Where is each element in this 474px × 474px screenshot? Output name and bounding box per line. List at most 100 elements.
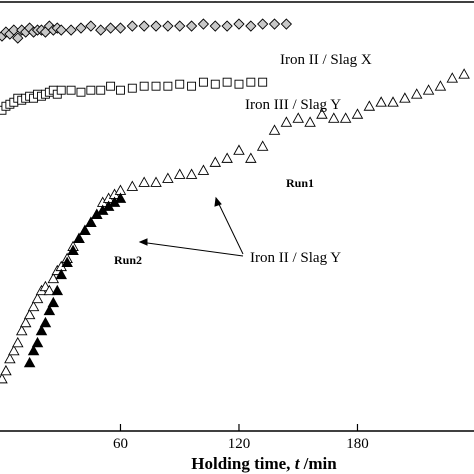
data-point-triangle [268,124,281,135]
data-point-square [139,81,149,91]
data-point-square [234,79,244,89]
data-point-diamond [245,20,257,32]
data-point-square [187,81,197,91]
data-point-square [76,87,86,97]
data-point-triangle [23,308,36,320]
data-point-triangle [292,112,304,123]
data-marks [0,18,470,384]
data-point-diamond [257,18,269,30]
plot-frame [0,1,474,432]
data-point-triangle-filled [79,224,91,235]
x-axis-label-suffix: /min [299,454,337,473]
data-point-triangle [8,344,20,356]
data-point-triangle-filled [73,232,85,244]
data-point-diamond [162,20,174,32]
data-point-square [246,77,256,87]
data-point-diamond [104,22,117,34]
x-axis-ticks: 60 120 180 [113,424,369,452]
data-point-triangle-filled [67,244,79,256]
x-tick-label: 180 [346,436,369,452]
data-point-triangle-filled [61,256,73,268]
data-point-triangle-filled [55,268,67,280]
label-run2: Run2 [114,253,142,267]
label-iron-ii-slag-x: Iron II / Slag X [280,52,372,68]
data-point-triangle [339,112,352,123]
arrow-to-run1 [215,197,244,255]
data-point-diamond [95,24,107,36]
data-point-triangle [316,108,328,119]
data-point-diamond [75,22,87,34]
data-point-diamond [197,18,210,30]
data-point-triangle-filled [31,336,44,348]
data-point-triangle [197,164,210,175]
data-point-triangle [173,168,186,179]
data-point-diamond [8,24,20,36]
data-point-square [222,77,232,87]
data-point-triangle [19,316,32,328]
data-point-diamond [185,20,198,32]
data-point-triangle [209,156,222,167]
data-point-square [106,81,116,91]
data-point-triangle-filled [27,344,40,356]
data-point-diamond [12,32,24,44]
x-axis-label: Holding time, t /min [191,454,337,473]
data-point-triangle [43,284,56,296]
data-point-triangle [12,336,24,348]
data-point-triangle-filled [114,192,127,203]
data-point-triangle [47,272,60,284]
data-point-diamond [65,24,77,36]
data-point-triangle [399,92,411,103]
annotation-arrows [138,196,244,257]
data-point-diamond [233,18,245,30]
data-point-triangle [4,352,16,364]
data-point-diamond [280,18,293,30]
data-point-square [56,85,66,95]
data-point-triangle [0,364,12,376]
arrow-to-run2 [139,241,244,257]
data-point-triangle [150,176,162,187]
data-point-triangle-filled [35,324,48,336]
data-point-triangle [363,100,376,111]
data-point-diamond [85,20,97,32]
data-point-triangle [221,152,233,163]
data-point-triangle [434,80,447,91]
data-point-triangle [351,108,364,119]
data-point-diamond [174,20,186,32]
data-point-square [210,79,220,89]
label-run1: Run1 [286,176,314,190]
data-point-diamond [55,24,67,36]
data-point-diamond [150,20,162,32]
data-point-diamond [114,22,127,34]
data-point-square [96,85,106,95]
data-point-triangle [446,72,459,83]
x-tick-label: 120 [228,436,251,452]
arrow-head-run1 [214,196,222,207]
data-point-triangle [0,372,8,384]
data-point-triangle [375,96,387,107]
data-point-square [151,81,161,91]
data-point-triangle [245,152,257,163]
data-point-triangle [256,140,269,151]
data-point-triangle [458,68,470,79]
data-point-triangle-filled [51,284,64,296]
x-axis-label-prefix: Holding time, [191,454,294,473]
data-point-square [258,77,268,87]
data-point-square [127,83,137,93]
data-point-diamond [221,20,233,32]
data-point-triangle [15,324,28,336]
data-point-square [116,85,125,95]
data-point-triangle [387,96,399,107]
data-point-triangle-filled [23,356,36,368]
x-tick-label: 60 [113,436,128,452]
data-point-triangle [31,292,44,304]
label-iron-ii-slag-y: Iron II / Slag Y [250,250,341,266]
data-point-diamond [126,20,138,32]
data-point-square [175,79,185,89]
data-point-square [86,85,96,95]
data-point-triangle-filled [39,316,52,328]
data-point-square [66,85,76,95]
arrow-head-run2 [138,238,148,246]
x-axis-label-italic: t [295,454,301,473]
data-point-triangle [27,300,40,312]
